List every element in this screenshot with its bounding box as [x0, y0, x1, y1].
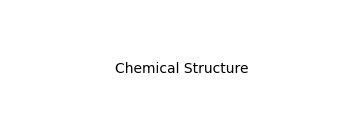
Text: Chemical Structure: Chemical Structure	[115, 62, 249, 76]
